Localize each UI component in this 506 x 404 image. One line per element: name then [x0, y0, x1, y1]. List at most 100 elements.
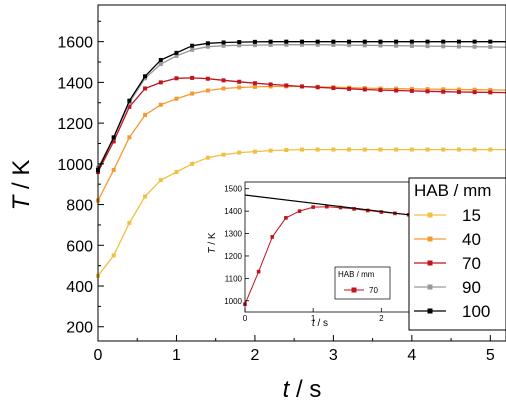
data-point — [347, 39, 352, 44]
legend-marker — [427, 236, 433, 242]
x-tick-label: 4 — [407, 347, 416, 364]
data-point — [268, 148, 273, 153]
inset-legend-label: 70 — [369, 286, 378, 295]
data-point — [174, 53, 179, 58]
data-point — [441, 147, 446, 152]
inset-x-tick-label: 1 — [311, 314, 316, 323]
data-point — [394, 43, 399, 48]
data-point — [237, 40, 242, 45]
data-point — [409, 86, 414, 91]
inset-background — [200, 176, 418, 330]
data-point — [190, 161, 195, 166]
data-point — [127, 100, 132, 105]
data-point — [315, 85, 320, 90]
data-point — [315, 39, 320, 44]
data-point — [394, 39, 399, 44]
inset-y-tick-label: 1400 — [224, 207, 242, 216]
data-point — [237, 85, 242, 90]
data-point — [143, 112, 148, 117]
data-point — [205, 41, 210, 46]
data-point — [362, 87, 367, 92]
y-tick-label: 800 — [66, 198, 93, 215]
data-point — [472, 87, 477, 92]
data-point — [441, 44, 446, 49]
x-tick-label: 3 — [329, 347, 338, 364]
data-point — [111, 253, 116, 258]
series-70 — [96, 75, 506, 174]
y-tick-label: 1000 — [57, 157, 93, 174]
data-point — [111, 139, 116, 144]
inset-data-point — [324, 204, 329, 209]
inset-y-tick-label: 1100 — [225, 274, 243, 283]
data-point — [158, 57, 163, 62]
data-point — [268, 84, 273, 89]
data-point — [221, 43, 226, 48]
y-tick-label: 1600 — [57, 35, 93, 52]
data-point — [300, 39, 304, 44]
data-point — [143, 194, 148, 199]
data-point — [488, 147, 493, 152]
inset-data-point — [365, 208, 370, 213]
data-point — [174, 169, 179, 174]
data-point — [143, 76, 148, 81]
data-point — [394, 88, 399, 93]
data-point — [331, 147, 336, 152]
data-point — [347, 86, 352, 91]
legend-marker — [427, 308, 433, 314]
legend-label: 40 — [462, 230, 481, 249]
data-point — [441, 39, 446, 44]
data-point — [190, 47, 195, 52]
data-point — [425, 89, 430, 94]
data-point — [409, 39, 414, 44]
data-point — [488, 87, 493, 92]
data-point — [472, 90, 477, 95]
data-point — [221, 78, 226, 83]
data-point — [174, 76, 179, 81]
inset-y-tick-label: 1300 — [224, 230, 242, 239]
legend-items: 15 40 70 90 100 — [414, 206, 490, 321]
inset-data-point — [256, 269, 261, 274]
data-point — [237, 79, 242, 84]
data-point — [347, 43, 352, 48]
data-point — [425, 87, 430, 92]
data-point — [143, 74, 148, 79]
data-point — [284, 39, 289, 44]
main-series-group — [96, 39, 506, 278]
data-point — [347, 147, 352, 152]
data-point — [190, 43, 195, 48]
inset-data-point — [338, 205, 343, 210]
inset-legend: HAB / mm 70 — [334, 266, 391, 300]
inset-y-axis-title: T / K — [207, 232, 218, 253]
data-point — [409, 88, 414, 93]
data-point — [394, 147, 399, 152]
data-point — [488, 90, 493, 95]
data-point — [331, 39, 336, 44]
inset-y-tick-label: 1500 — [224, 185, 242, 194]
data-point — [331, 86, 336, 91]
data-point — [111, 167, 116, 172]
inset-series-line — [244, 194, 413, 216]
data-point — [488, 39, 493, 44]
inset-x-tick-label: 2 — [379, 314, 384, 323]
legend-label: 70 — [462, 254, 481, 273]
data-point — [472, 39, 477, 44]
data-point — [456, 39, 461, 44]
data-point — [158, 62, 163, 67]
data-point — [488, 44, 493, 49]
data-point — [284, 147, 289, 152]
legend-marker — [427, 212, 433, 218]
data-point — [268, 39, 273, 44]
x-tick-label: 2 — [250, 347, 259, 364]
data-point — [205, 76, 210, 81]
x-tick-label: 5 — [486, 347, 495, 364]
inset-y-tick-label: 1000 — [224, 297, 242, 306]
data-point — [456, 147, 461, 152]
data-point — [158, 80, 163, 85]
data-point — [441, 87, 446, 92]
legend: HAB / mm 15 40 70 90 100 — [408, 177, 506, 331]
y-axis-title: T / K — [8, 160, 35, 211]
data-point — [268, 82, 273, 87]
data-point — [190, 91, 195, 96]
